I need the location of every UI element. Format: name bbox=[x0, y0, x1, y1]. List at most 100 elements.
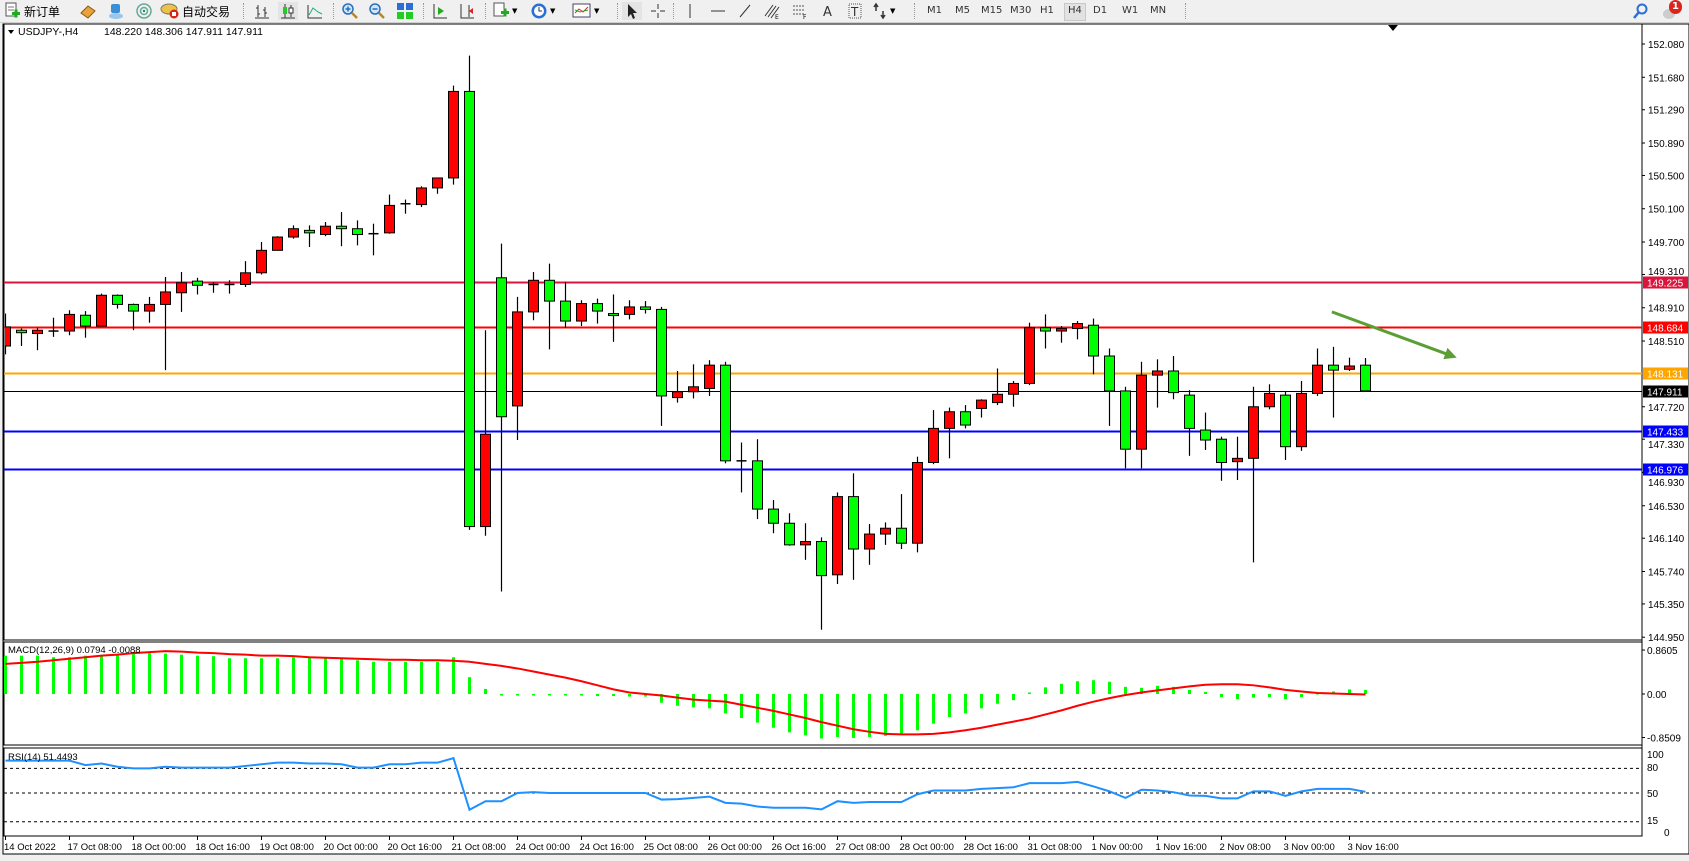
candle[interactable] bbox=[608, 294, 619, 342]
periodicity-button[interactable]: ▼ bbox=[530, 2, 555, 20]
candle[interactable] bbox=[1168, 356, 1179, 400]
arrows-button[interactable]: ▼ bbox=[872, 2, 895, 20]
candle[interactable] bbox=[256, 242, 267, 275]
candle[interactable] bbox=[992, 368, 1003, 406]
timeframe-m30[interactable]: M30 bbox=[1010, 5, 1032, 16]
candle[interactable] bbox=[464, 55, 475, 530]
candle[interactable] bbox=[1264, 384, 1275, 410]
candle[interactable] bbox=[720, 361, 731, 464]
signals-button[interactable] bbox=[134, 2, 154, 20]
macd-pane[interactable]: MACD(12,26,9) 0.0794 -0.0088 0.8605 0.00 -0… bbox=[3, 641, 1681, 746]
fibo-channel-button[interactable]: E bbox=[762, 2, 782, 20]
candle[interactable] bbox=[96, 293, 107, 327]
candle[interactable] bbox=[896, 494, 907, 550]
candle[interactable] bbox=[240, 261, 251, 287]
timeframe-h4[interactable]: H4 bbox=[1064, 3, 1086, 21]
search-button[interactable] bbox=[1630, 2, 1650, 20]
candle[interactable] bbox=[672, 370, 683, 403]
candle[interactable] bbox=[128, 303, 139, 331]
candle[interactable] bbox=[768, 499, 779, 534]
rsi-pane[interactable]: RSI(14) 51.4493 100 80 50 15 0 bbox=[3, 747, 1670, 839]
candle[interactable] bbox=[368, 223, 379, 256]
candle[interactable] bbox=[1, 313, 11, 355]
candle[interactable] bbox=[432, 177, 443, 194]
candle[interactable] bbox=[544, 263, 555, 350]
candle[interactable] bbox=[704, 360, 715, 396]
bar-chart-button[interactable] bbox=[252, 2, 272, 20]
text-label-button[interactable]: T bbox=[845, 2, 865, 20]
notification-button[interactable]: 1 bbox=[1660, 0, 1684, 20]
trend-arrow[interactable] bbox=[1331, 310, 1457, 360]
horizontal-line-button[interactable] bbox=[708, 2, 728, 20]
candle[interactable] bbox=[640, 301, 651, 314]
candle[interactable] bbox=[336, 212, 347, 247]
candle[interactable] bbox=[512, 296, 523, 441]
metaeditor-button[interactable] bbox=[78, 2, 98, 20]
candle[interactable] bbox=[224, 280, 235, 294]
candle[interactable] bbox=[1056, 326, 1067, 343]
candle[interactable] bbox=[1072, 321, 1083, 340]
candle[interactable] bbox=[1120, 386, 1131, 469]
zoom-in-button[interactable] bbox=[340, 2, 360, 20]
candle[interactable] bbox=[688, 364, 699, 399]
timeframe-m15[interactable]: M15 bbox=[981, 5, 1003, 16]
candle[interactable] bbox=[448, 85, 459, 185]
candle[interactable] bbox=[80, 311, 91, 338]
candlestick-button[interactable] bbox=[278, 2, 298, 20]
candle[interactable] bbox=[752, 439, 763, 520]
symbol-menu-triangle-icon[interactable] bbox=[8, 30, 14, 34]
candle[interactable] bbox=[1184, 390, 1195, 456]
candle[interactable] bbox=[32, 327, 43, 351]
candle[interactable] bbox=[1200, 412, 1211, 451]
candle[interactable] bbox=[1280, 390, 1291, 460]
candle[interactable] bbox=[1040, 314, 1051, 349]
candle[interactable] bbox=[1008, 380, 1019, 407]
auto-trading-button[interactable]: 自动交易 bbox=[160, 2, 230, 20]
candle[interactable] bbox=[592, 298, 603, 324]
candle[interactable] bbox=[624, 300, 635, 320]
candle[interactable] bbox=[1248, 386, 1259, 563]
candle[interactable] bbox=[1024, 322, 1035, 386]
cursor-button[interactable] bbox=[622, 2, 642, 20]
candle[interactable] bbox=[144, 296, 155, 323]
candle[interactable] bbox=[560, 281, 571, 328]
market-button[interactable] bbox=[106, 2, 126, 20]
candle[interactable] bbox=[832, 492, 843, 584]
candle[interactable] bbox=[1328, 346, 1339, 418]
candle[interactable] bbox=[320, 222, 331, 237]
candle[interactable] bbox=[48, 317, 59, 337]
timeframe-mn[interactable]: MN bbox=[1150, 5, 1167, 16]
timeframe-h1[interactable]: H1 bbox=[1040, 5, 1054, 16]
auto-scroll-button[interactable] bbox=[430, 2, 450, 20]
candle[interactable] bbox=[208, 281, 219, 293]
candle[interactable] bbox=[1088, 318, 1099, 375]
candle[interactable] bbox=[576, 300, 587, 327]
candle[interactable] bbox=[304, 225, 315, 248]
chart-shift-marker-icon[interactable] bbox=[1388, 25, 1398, 31]
candle[interactable] bbox=[912, 456, 923, 553]
candle[interactable] bbox=[960, 405, 971, 429]
chart-shift-button[interactable] bbox=[457, 2, 477, 20]
candle[interactable] bbox=[1344, 357, 1355, 371]
candle[interactable] bbox=[384, 194, 395, 234]
fibo-retracement-button[interactable]: F bbox=[790, 2, 810, 20]
candle[interactable] bbox=[288, 225, 299, 239]
candle[interactable] bbox=[16, 328, 27, 347]
candle[interactable] bbox=[976, 399, 987, 418]
candle[interactable] bbox=[416, 186, 427, 208]
candle[interactable] bbox=[1216, 436, 1227, 481]
timeframe-d1[interactable]: D1 bbox=[1093, 5, 1108, 16]
text-button[interactable]: A bbox=[818, 2, 838, 20]
candle[interactable] bbox=[1136, 361, 1147, 469]
candle[interactable] bbox=[496, 243, 507, 592]
candle[interactable] bbox=[880, 522, 891, 545]
candle[interactable] bbox=[176, 271, 187, 312]
candle[interactable] bbox=[736, 442, 747, 493]
candle[interactable] bbox=[1296, 380, 1307, 451]
candle[interactable] bbox=[800, 523, 811, 560]
candle[interactable] bbox=[928, 410, 939, 465]
crosshair-button[interactable] bbox=[648, 2, 668, 20]
timeframe-w1[interactable]: W1 bbox=[1122, 5, 1139, 16]
candle[interactable] bbox=[656, 306, 667, 426]
